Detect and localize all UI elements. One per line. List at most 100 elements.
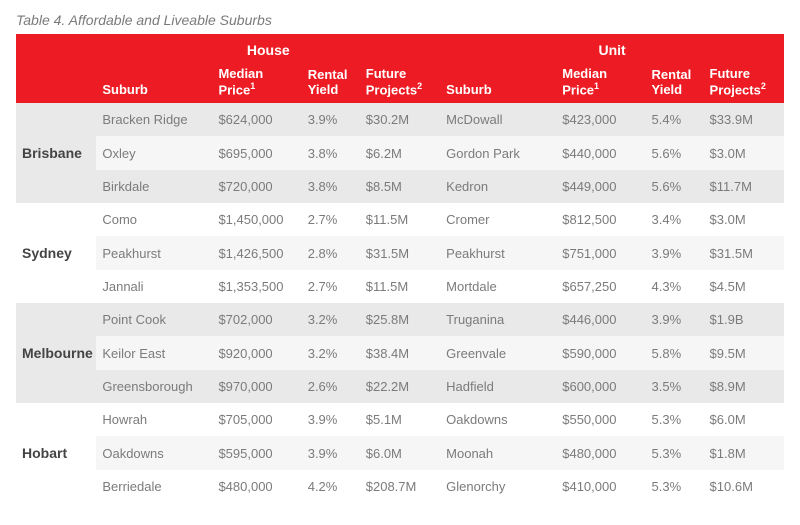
house-median: $595,000 — [212, 436, 301, 470]
house-suburb: Keilor East — [96, 336, 212, 370]
unit-yield: 3.5% — [646, 370, 704, 403]
unit-suburb: Mortdale — [440, 270, 556, 303]
unit-future: $3.0M — [704, 136, 784, 170]
unit-future: $1.9B — [704, 303, 784, 336]
unit-median: $446,000 — [556, 303, 645, 336]
header-group-unit: Unit — [440, 34, 784, 60]
house-suburb: Birkdale — [96, 170, 212, 203]
house-future: $25.8M — [360, 303, 440, 336]
unit-future: $1.8M — [704, 436, 784, 470]
house-suburb: Como — [96, 203, 212, 236]
house-median: $1,426,500 — [212, 236, 301, 270]
header-suburb-unit: Suburb — [440, 60, 556, 103]
unit-median: $410,000 — [556, 470, 645, 503]
city-blank — [16, 270, 96, 303]
city-blank — [16, 470, 96, 503]
unit-yield: 4.3% — [646, 270, 704, 303]
unit-future: $9.5M — [704, 336, 784, 370]
table-header: House Unit Suburb Median Price1 Rental Y… — [16, 34, 784, 103]
house-yield: 3.9% — [302, 403, 360, 436]
unit-median: $440,000 — [556, 136, 645, 170]
unit-future: $6.0M — [704, 403, 784, 436]
house-median: $1,353,500 — [212, 270, 301, 303]
unit-median: $423,000 — [556, 103, 645, 136]
house-future: $11.5M — [360, 270, 440, 303]
city-label: Brisbane — [16, 136, 96, 170]
unit-suburb: Hadfield — [440, 370, 556, 403]
unit-yield: 5.6% — [646, 136, 704, 170]
city-label: Hobart — [16, 436, 96, 470]
header-blank — [16, 34, 96, 60]
house-suburb: Bracken Ridge — [96, 103, 212, 136]
house-future: $11.5M — [360, 203, 440, 236]
unit-suburb: McDowall — [440, 103, 556, 136]
unit-suburb: Moonah — [440, 436, 556, 470]
unit-future: $33.9M — [704, 103, 784, 136]
unit-suburb: Gordon Park — [440, 136, 556, 170]
house-future: $30.2M — [360, 103, 440, 136]
house-future: $8.5M — [360, 170, 440, 203]
city-blank — [16, 370, 96, 403]
unit-suburb: Greenvale — [440, 336, 556, 370]
house-yield: 2.7% — [302, 270, 360, 303]
unit-median: $657,250 — [556, 270, 645, 303]
unit-median: $550,000 — [556, 403, 645, 436]
unit-yield: 3.9% — [646, 236, 704, 270]
unit-suburb: Truganina — [440, 303, 556, 336]
house-suburb: Peakhurst — [96, 236, 212, 270]
suburbs-table: House Unit Suburb Median Price1 Rental Y… — [16, 34, 784, 503]
house-yield: 3.2% — [302, 303, 360, 336]
house-future: $22.2M — [360, 370, 440, 403]
city-blank — [16, 403, 96, 436]
unit-yield: 5.3% — [646, 470, 704, 503]
house-suburb: Berriedale — [96, 470, 212, 503]
unit-yield: 5.6% — [646, 170, 704, 203]
house-future: $208.7M — [360, 470, 440, 503]
unit-future: $10.6M — [704, 470, 784, 503]
house-median: $705,000 — [212, 403, 301, 436]
house-suburb: Greensborough — [96, 370, 212, 403]
house-future: $31.5M — [360, 236, 440, 270]
header-future-unit: Future Projects2 — [704, 60, 784, 103]
unit-median: $449,000 — [556, 170, 645, 203]
unit-future: $31.5M — [704, 236, 784, 270]
header-yield-unit: Rental Yield — [646, 60, 704, 103]
unit-suburb: Kedron — [440, 170, 556, 203]
unit-yield: 5.3% — [646, 403, 704, 436]
city-blank — [16, 170, 96, 203]
city-blank — [16, 303, 96, 336]
house-suburb: Jannali — [96, 270, 212, 303]
unit-suburb: Cromer — [440, 203, 556, 236]
house-future: $6.0M — [360, 436, 440, 470]
city-blank — [16, 203, 96, 236]
house-future: $38.4M — [360, 336, 440, 370]
house-yield: 3.2% — [302, 336, 360, 370]
unit-median: $480,000 — [556, 436, 645, 470]
city-blank — [16, 103, 96, 136]
house-yield: 3.8% — [302, 170, 360, 203]
house-future: $6.2M — [360, 136, 440, 170]
unit-suburb: Peakhurst — [440, 236, 556, 270]
house-suburb: Oakdowns — [96, 436, 212, 470]
header-median-unit: Median Price1 — [556, 60, 645, 103]
unit-suburb: Oakdowns — [440, 403, 556, 436]
table-body: Bracken Ridge$624,0003.9%$30.2MMcDowall$… — [16, 103, 784, 503]
header-group-house: House — [96, 34, 440, 60]
unit-median: $751,000 — [556, 236, 645, 270]
house-median: $1,450,000 — [212, 203, 301, 236]
unit-suburb: Glenorchy — [440, 470, 556, 503]
header-future-house: Future Projects2 — [360, 60, 440, 103]
unit-future: $11.7M — [704, 170, 784, 203]
house-yield: 2.8% — [302, 236, 360, 270]
house-yield: 4.2% — [302, 470, 360, 503]
house-yield: 3.9% — [302, 103, 360, 136]
house-yield: 2.6% — [302, 370, 360, 403]
house-suburb: Point Cook — [96, 303, 212, 336]
table-caption: Table 4. Affordable and Liveable Suburbs — [16, 12, 784, 28]
unit-future: $4.5M — [704, 270, 784, 303]
house-median: $702,000 — [212, 303, 301, 336]
house-yield: 3.8% — [302, 136, 360, 170]
city-label: Melbourne — [16, 336, 96, 370]
unit-yield: 3.9% — [646, 303, 704, 336]
unit-future: $3.0M — [704, 203, 784, 236]
